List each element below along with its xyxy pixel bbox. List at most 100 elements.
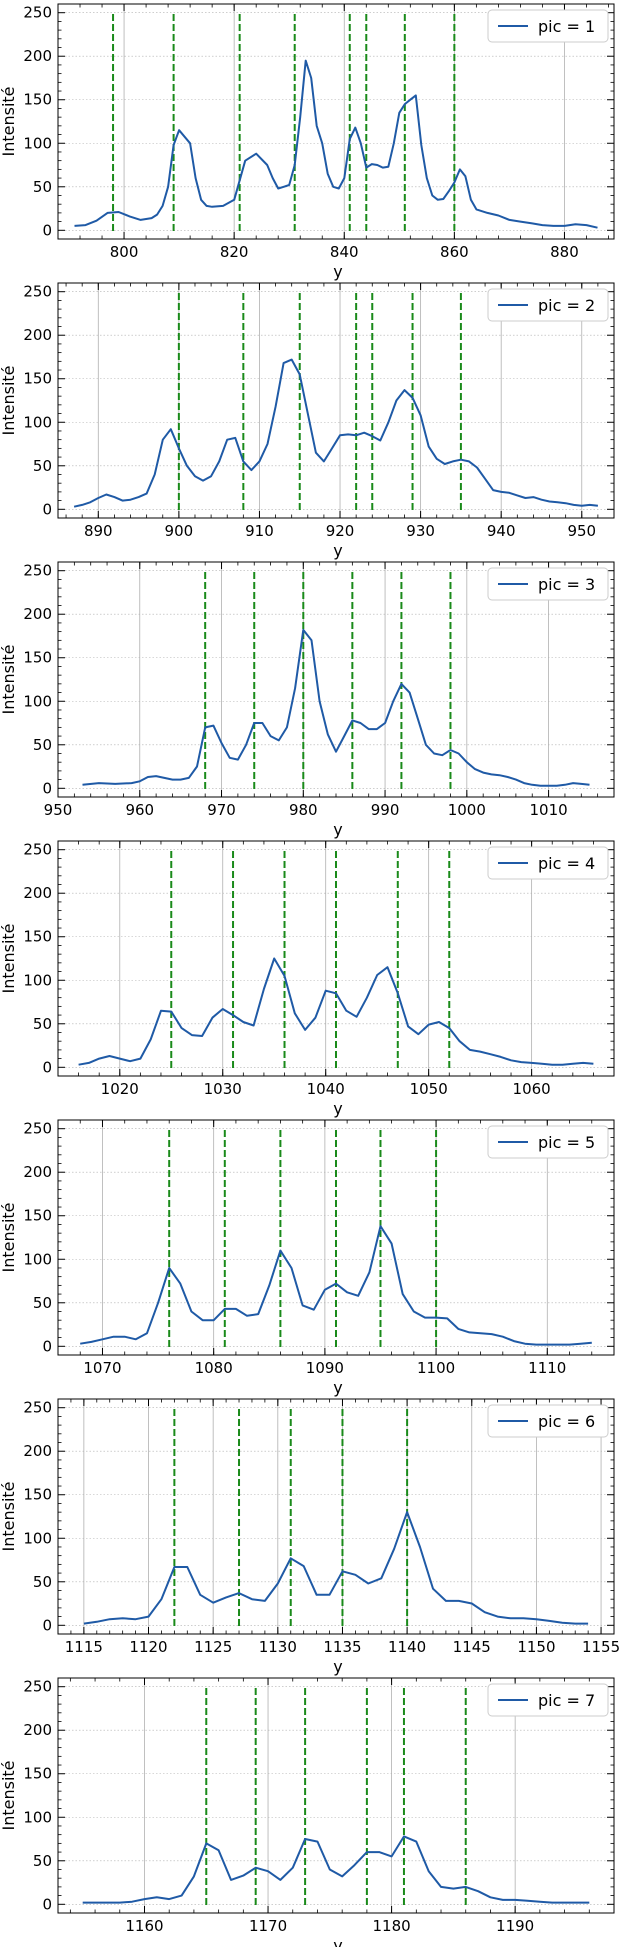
chart-panel-6: 1115 1120 1125 1130 1135 1140 1145 1150 1155 0 50 1… bbox=[0, 1398, 620, 1676]
y-tick-label: 200 bbox=[23, 605, 52, 623]
x-tick-label: 1135 bbox=[323, 1638, 361, 1656]
y-tick-label: 200 bbox=[23, 326, 52, 344]
y-tick-label: 250 bbox=[23, 1120, 52, 1138]
y-tick-label: 250 bbox=[23, 1399, 52, 1417]
x-tick-label: 900 bbox=[165, 522, 194, 540]
x-axis-label: y bbox=[333, 1378, 342, 1397]
x-tick-label: 1040 bbox=[307, 1080, 345, 1098]
y-tick-label: 150 bbox=[23, 1486, 52, 1504]
y-tick-label: 250 bbox=[23, 1678, 52, 1696]
axes-frame bbox=[57, 3, 615, 240]
x-tick-label: 1170 bbox=[249, 1917, 287, 1935]
x-tick-label: 1060 bbox=[513, 1080, 551, 1098]
y-tick-label: 50 bbox=[33, 178, 52, 196]
x-tick-label: 1180 bbox=[373, 1917, 411, 1935]
legend-box bbox=[487, 567, 609, 601]
y-tick-label: 50 bbox=[33, 1294, 52, 1312]
x-tick-label: 1030 bbox=[204, 1080, 242, 1098]
x-tick-label: 950 bbox=[567, 522, 596, 540]
y-tick-label: 200 bbox=[23, 1442, 52, 1460]
x-tick-label: 930 bbox=[406, 522, 435, 540]
y-tick-label: 100 bbox=[23, 692, 52, 710]
plot-area bbox=[58, 283, 614, 518]
y-axis-label: Intensité bbox=[0, 644, 18, 714]
y-tick-label: 50 bbox=[33, 1573, 52, 1591]
y-axis-label: Intensité bbox=[0, 1760, 18, 1830]
x-axis-label: y bbox=[333, 1657, 342, 1676]
intensity-series-line bbox=[80, 1225, 592, 1346]
y-tick-label: 50 bbox=[33, 736, 52, 754]
plot-area bbox=[58, 4, 614, 239]
y-tick-label: 0 bbox=[42, 1337, 52, 1355]
legend-label: pic = 5 bbox=[538, 1133, 595, 1152]
x-tick-label: 880 bbox=[550, 243, 579, 261]
x-tick-label: 980 bbox=[289, 801, 318, 819]
y-tick-label: 250 bbox=[23, 841, 52, 859]
chart-panel-4: 1020 1030 1040 1050 1060 0 50 100 150 200 250 y Inte… bbox=[0, 840, 615, 1118]
y-tick-label: 250 bbox=[23, 562, 52, 580]
x-tick-label: 1115 bbox=[65, 1638, 103, 1656]
y-tick-label: 200 bbox=[23, 47, 52, 65]
x-tick-label: 950 bbox=[44, 801, 73, 819]
x-tick-label: 1125 bbox=[194, 1638, 232, 1656]
y-tick-label: 150 bbox=[23, 649, 52, 667]
y-tick-label: 0 bbox=[42, 779, 52, 797]
x-tick-label: 1130 bbox=[259, 1638, 297, 1656]
x-axis-label: y bbox=[333, 1099, 342, 1118]
y-tick-label: 200 bbox=[23, 884, 52, 902]
legend-label: pic = 3 bbox=[538, 575, 595, 594]
y-tick-label: 0 bbox=[42, 1616, 52, 1634]
y-tick-label: 0 bbox=[42, 1895, 52, 1913]
y-tick-label: 0 bbox=[42, 221, 52, 239]
y-tick-label: 100 bbox=[23, 1529, 52, 1547]
y-axis-label: Intensité bbox=[0, 86, 18, 156]
y-tick-label: 150 bbox=[23, 91, 52, 109]
y-tick-label: 150 bbox=[23, 928, 52, 946]
x-tick-label: 820 bbox=[220, 243, 249, 261]
chart-panel-3: 950 960 970 980 990 1000 1010 0 50 100 150 200 250 y I… bbox=[0, 561, 615, 839]
legend-label: pic = 7 bbox=[538, 1691, 595, 1710]
legend-label: pic = 4 bbox=[538, 854, 595, 873]
x-tick-label: 1000 bbox=[448, 801, 486, 819]
y-tick-label: 0 bbox=[42, 1058, 52, 1076]
y-axis-label: Intensité bbox=[0, 923, 18, 993]
y-tick-label: 150 bbox=[23, 1207, 52, 1225]
legend-box bbox=[487, 1683, 609, 1717]
axes-frame bbox=[57, 1119, 615, 1356]
x-tick-label: 1140 bbox=[388, 1638, 426, 1656]
chart-panel-7: 1160 1170 1180 1190 0 50 100 150 200 250 y Intensit… bbox=[0, 1677, 615, 1947]
x-tick-label: 1160 bbox=[125, 1917, 163, 1935]
intensity-series-line bbox=[78, 957, 594, 1066]
y-tick-label: 100 bbox=[23, 971, 52, 989]
chart-panel-5: 1070 1080 1090 1100 1110 0 50 100 150 200 250 y Inte… bbox=[0, 1119, 615, 1397]
y-tick-label: 250 bbox=[23, 283, 52, 301]
legend-box bbox=[487, 1404, 609, 1438]
x-tick-label: 1080 bbox=[195, 1359, 233, 1377]
y-axis-label: Intensité bbox=[0, 1202, 18, 1272]
plot-area bbox=[58, 562, 614, 797]
x-tick-label: 1150 bbox=[517, 1638, 555, 1656]
axes-frame bbox=[57, 1677, 615, 1914]
x-tick-label: 1155 bbox=[582, 1638, 620, 1656]
y-tick-label: 100 bbox=[23, 134, 52, 152]
y-tick-label: 100 bbox=[23, 413, 52, 431]
x-tick-label: 840 bbox=[330, 243, 359, 261]
x-tick-label: 940 bbox=[487, 522, 516, 540]
intensity-series-line bbox=[82, 1835, 590, 1904]
x-axis-label: y bbox=[333, 820, 342, 839]
y-tick-label: 50 bbox=[33, 457, 52, 475]
x-tick-label: 990 bbox=[371, 801, 400, 819]
intensity-series-line bbox=[83, 1511, 589, 1625]
legend-box bbox=[487, 9, 609, 43]
y-tick-label: 0 bbox=[42, 500, 52, 518]
x-tick-label: 1120 bbox=[129, 1638, 167, 1656]
x-tick-label: 1050 bbox=[410, 1080, 448, 1098]
legend-label: pic = 6 bbox=[538, 1412, 595, 1431]
intensity-series-line bbox=[82, 628, 590, 787]
plot-area bbox=[58, 1399, 614, 1634]
x-tick-label: 1010 bbox=[529, 801, 567, 819]
x-axis-label: y bbox=[333, 541, 342, 560]
intensity-series-line bbox=[74, 59, 598, 229]
intensity-series-line bbox=[73, 358, 599, 508]
x-tick-label: 1100 bbox=[417, 1359, 455, 1377]
